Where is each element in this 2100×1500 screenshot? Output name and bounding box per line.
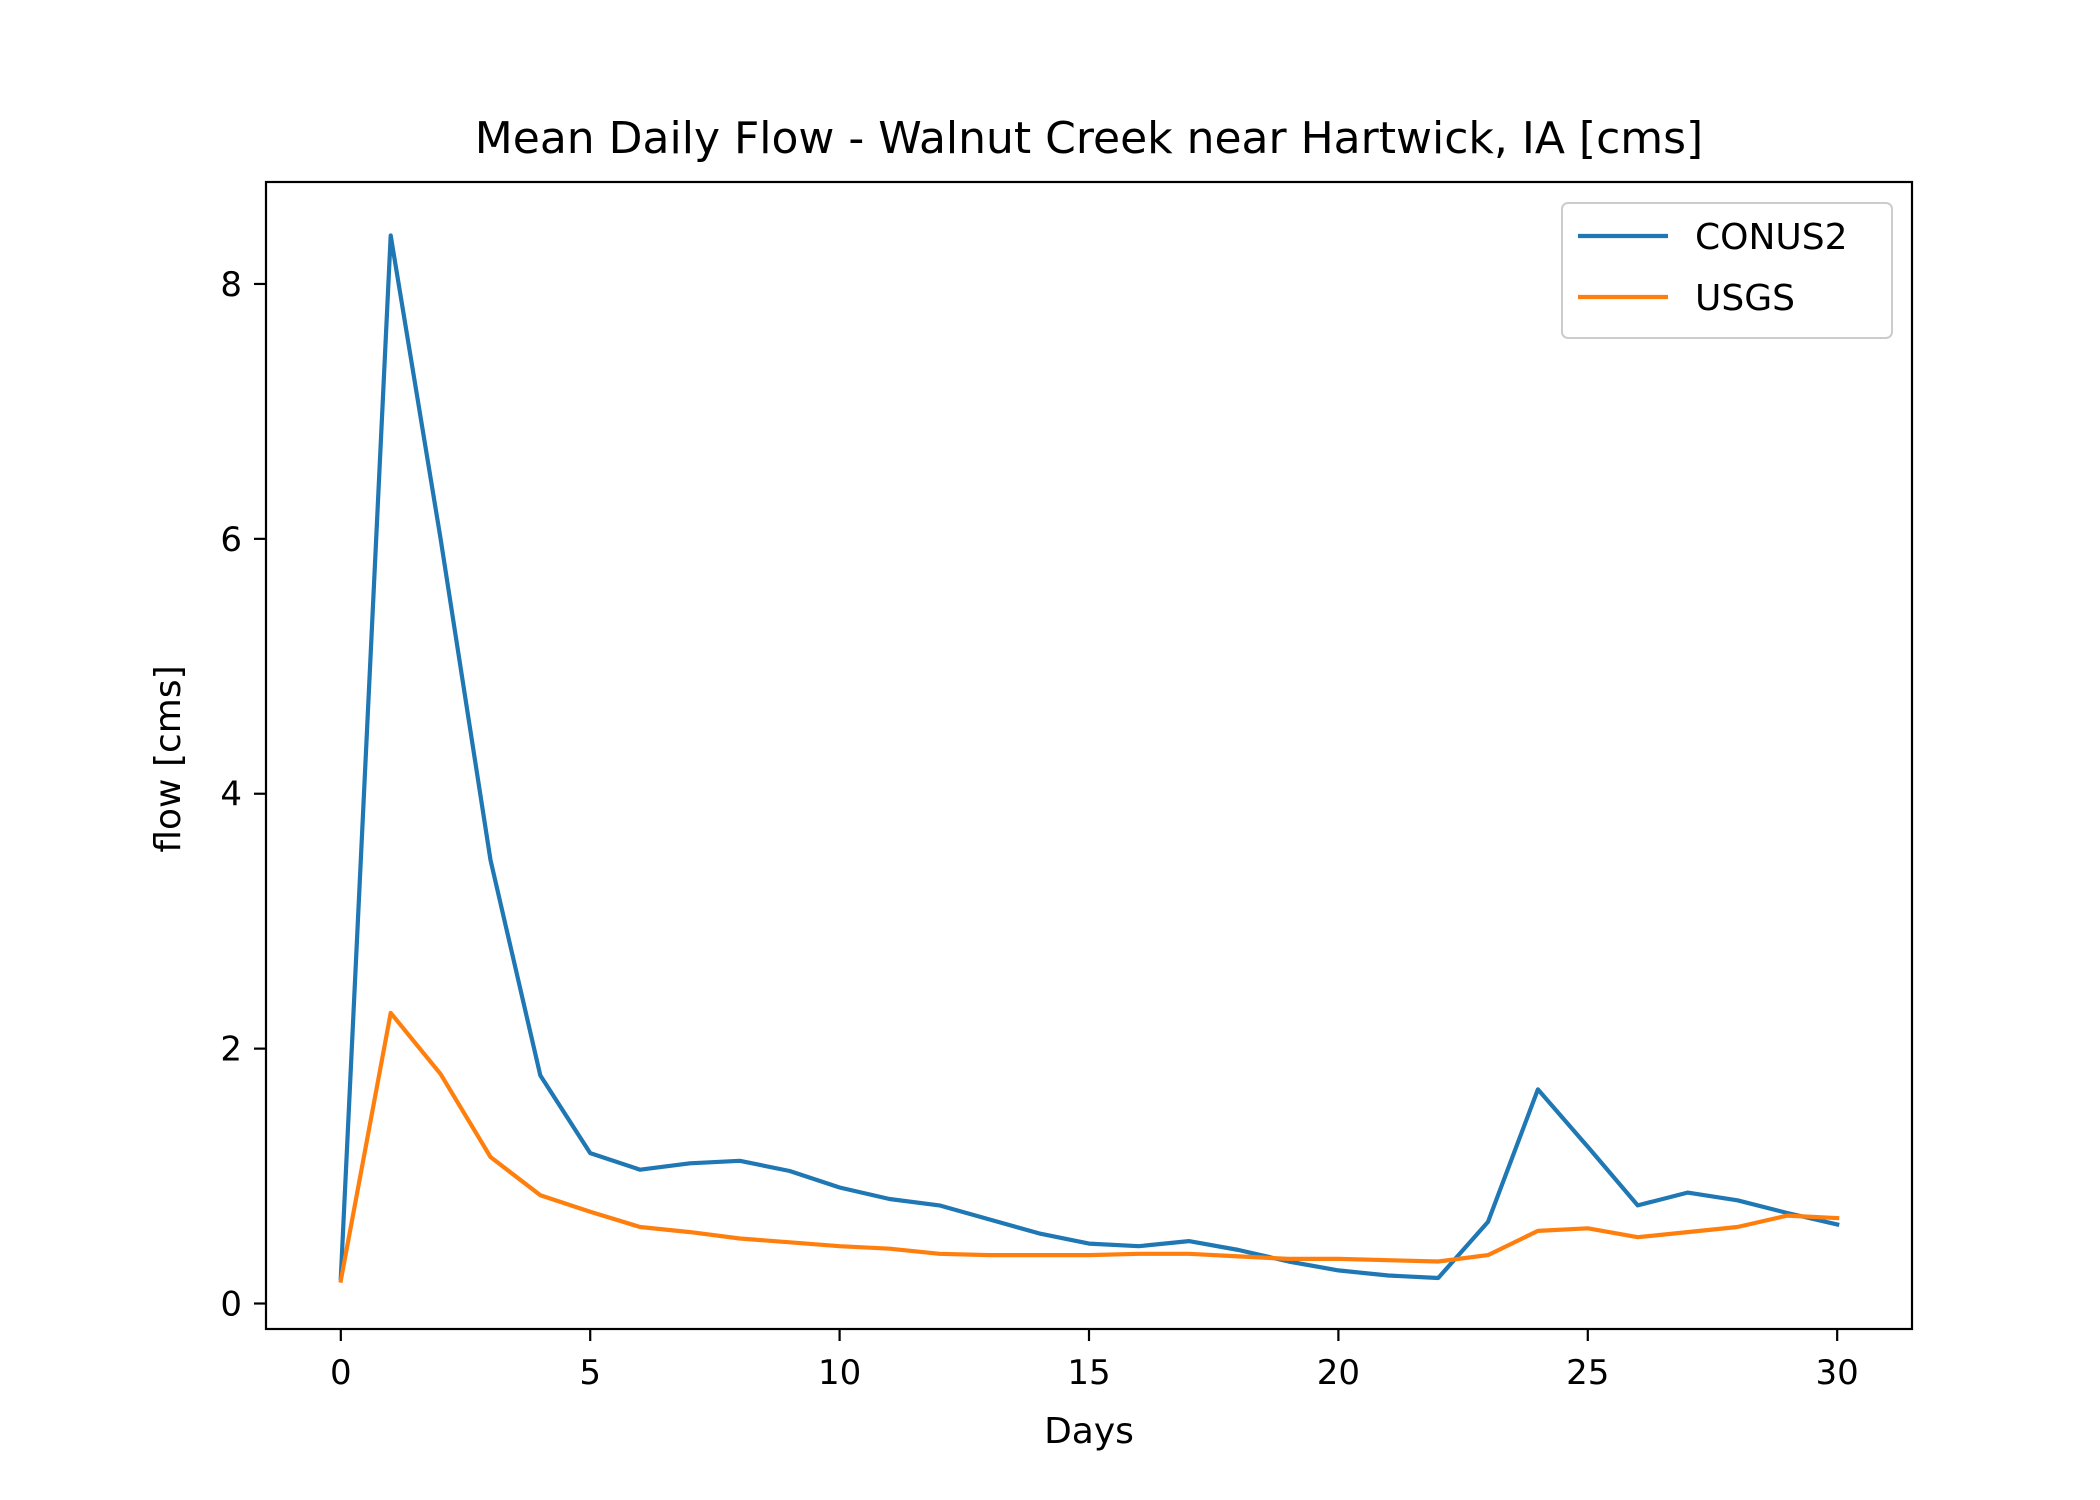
legend: CONUS2 USGS <box>1561 202 1893 339</box>
chart-title: Mean Daily Flow - Walnut Creek near Hart… <box>475 113 1703 164</box>
x-tick-label: 20 <box>1317 1353 1360 1393</box>
x-tick-label: 5 <box>579 1353 601 1393</box>
y-tick-label: 4 <box>220 775 242 815</box>
y-tick-label: 8 <box>220 265 242 305</box>
x-tick-label: 15 <box>1067 1353 1110 1393</box>
legend-label-conus2: CONUS2 <box>1695 217 1848 258</box>
series-line-usgs <box>338 1010 1840 1284</box>
x-tick-label: 30 <box>1816 1353 1859 1393</box>
y-tick-label: 0 <box>220 1285 242 1325</box>
x-tick-label: 0 <box>330 1353 352 1393</box>
x-tick-label: 25 <box>1566 1353 1609 1393</box>
y-axis-label: flow [cms] <box>148 665 189 852</box>
series-line-conus2 <box>338 233 1840 1281</box>
legend-label-usgs: USGS <box>1695 278 1795 319</box>
x-axis-label: Days <box>1044 1411 1134 1452</box>
plot-area <box>338 233 1840 1284</box>
y-tick-label: 2 <box>220 1030 242 1070</box>
y-tick-label: 6 <box>220 520 242 560</box>
x-tick-label: 10 <box>818 1353 861 1393</box>
axes: 0 5 10 15 20 25 30 0 2 4 6 8 <box>220 180 1914 1393</box>
